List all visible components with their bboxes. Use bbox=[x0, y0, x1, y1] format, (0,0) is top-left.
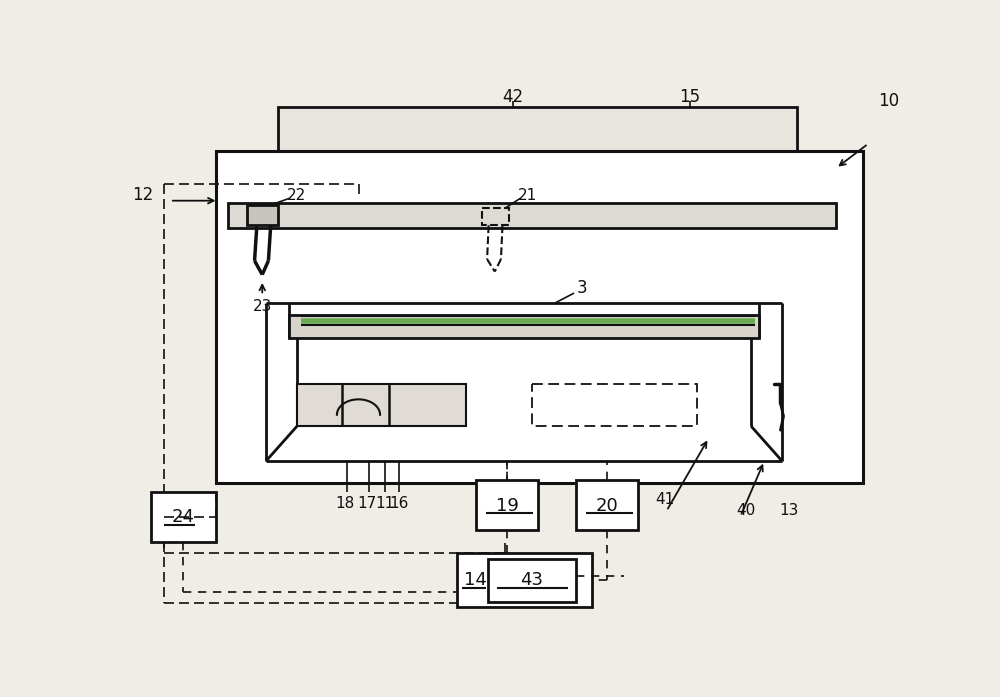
Text: 16: 16 bbox=[390, 496, 409, 511]
Text: 20: 20 bbox=[596, 496, 619, 514]
Bar bbox=[278, 107, 797, 151]
Text: 23: 23 bbox=[253, 300, 272, 314]
Bar bbox=[247, 206, 278, 225]
Bar bbox=[476, 480, 538, 530]
Text: 21: 21 bbox=[518, 187, 538, 203]
Bar bbox=[482, 208, 509, 225]
Text: 12: 12 bbox=[132, 186, 153, 204]
Text: 19: 19 bbox=[496, 496, 519, 514]
Text: 41: 41 bbox=[655, 492, 674, 507]
Text: 24: 24 bbox=[171, 508, 194, 526]
Text: 17: 17 bbox=[357, 496, 377, 511]
Bar bbox=[576, 480, 638, 530]
Text: 15: 15 bbox=[679, 89, 700, 107]
Text: 40: 40 bbox=[736, 503, 755, 519]
Text: 22: 22 bbox=[287, 187, 307, 203]
Bar bbox=[216, 151, 863, 482]
Bar bbox=[297, 384, 466, 427]
Text: 18: 18 bbox=[335, 496, 354, 511]
Bar bbox=[289, 314, 759, 338]
Text: 10: 10 bbox=[878, 91, 899, 109]
Bar bbox=[457, 553, 592, 607]
Text: 13: 13 bbox=[779, 503, 798, 519]
Bar bbox=[228, 203, 836, 228]
Bar bbox=[488, 559, 576, 602]
Text: 11: 11 bbox=[375, 496, 394, 511]
Bar bbox=[532, 384, 697, 427]
Text: 14: 14 bbox=[464, 572, 487, 589]
Text: 3: 3 bbox=[576, 279, 587, 297]
Text: 42: 42 bbox=[502, 89, 523, 107]
Bar bbox=[151, 492, 216, 542]
Text: 43: 43 bbox=[520, 572, 543, 589]
